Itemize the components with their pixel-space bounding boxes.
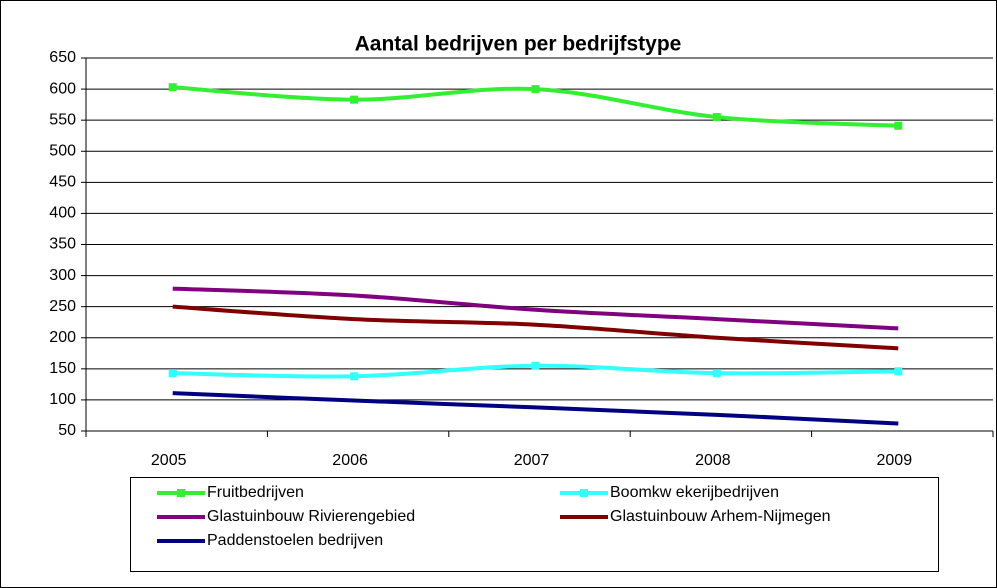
series-marker xyxy=(531,85,540,94)
legend-box xyxy=(130,477,939,572)
legend-label: Fruitbedrijven xyxy=(207,484,304,501)
series-marker xyxy=(712,113,721,122)
legend-marker xyxy=(177,489,185,497)
y-tick-label: 400 xyxy=(49,205,76,222)
y-tick-label: 650 xyxy=(49,49,76,66)
y-tick-label: 200 xyxy=(49,329,76,346)
y-tick-label: 150 xyxy=(49,360,76,377)
y-tick-label: 450 xyxy=(49,174,76,191)
y-tick-label: 600 xyxy=(49,80,76,97)
y-tick-label: 100 xyxy=(49,391,76,408)
x-tick-label: 2008 xyxy=(695,452,731,469)
legend-label: Boomkw ekerijbedrijven xyxy=(610,484,779,501)
series-line xyxy=(172,391,899,426)
x-tick-label: 2007 xyxy=(514,452,550,469)
x-tick-label: 2005 xyxy=(151,452,187,469)
x-tick-label: 2009 xyxy=(877,452,913,469)
series-marker xyxy=(894,121,903,130)
chart-title: Aantal bedrijven per bedrijfstype xyxy=(355,33,682,56)
legend-label: Glastuinbouw Rivierengebied xyxy=(207,508,415,525)
series-marker xyxy=(350,95,359,104)
y-tick-label: 500 xyxy=(49,142,76,159)
series-line xyxy=(172,304,899,351)
legend-label: Glastuinbouw Arhem-Nijmegen xyxy=(610,508,831,525)
series-marker xyxy=(894,367,903,376)
y-tick-label: 350 xyxy=(49,236,76,253)
x-tick-label: 2006 xyxy=(332,452,368,469)
y-tick-label: 250 xyxy=(49,298,76,315)
series-marker xyxy=(168,83,177,92)
legend-label: Paddenstoelen bedrijven xyxy=(207,532,383,549)
series-line xyxy=(172,286,899,331)
y-tick-label: 50 xyxy=(58,422,76,439)
series-marker xyxy=(350,372,359,381)
y-tick-label: 550 xyxy=(49,111,76,128)
y-tick-label: 300 xyxy=(49,267,76,284)
series-marker xyxy=(712,369,721,378)
series-marker xyxy=(531,361,540,370)
legend-marker xyxy=(580,489,588,497)
series-marker xyxy=(168,369,177,378)
